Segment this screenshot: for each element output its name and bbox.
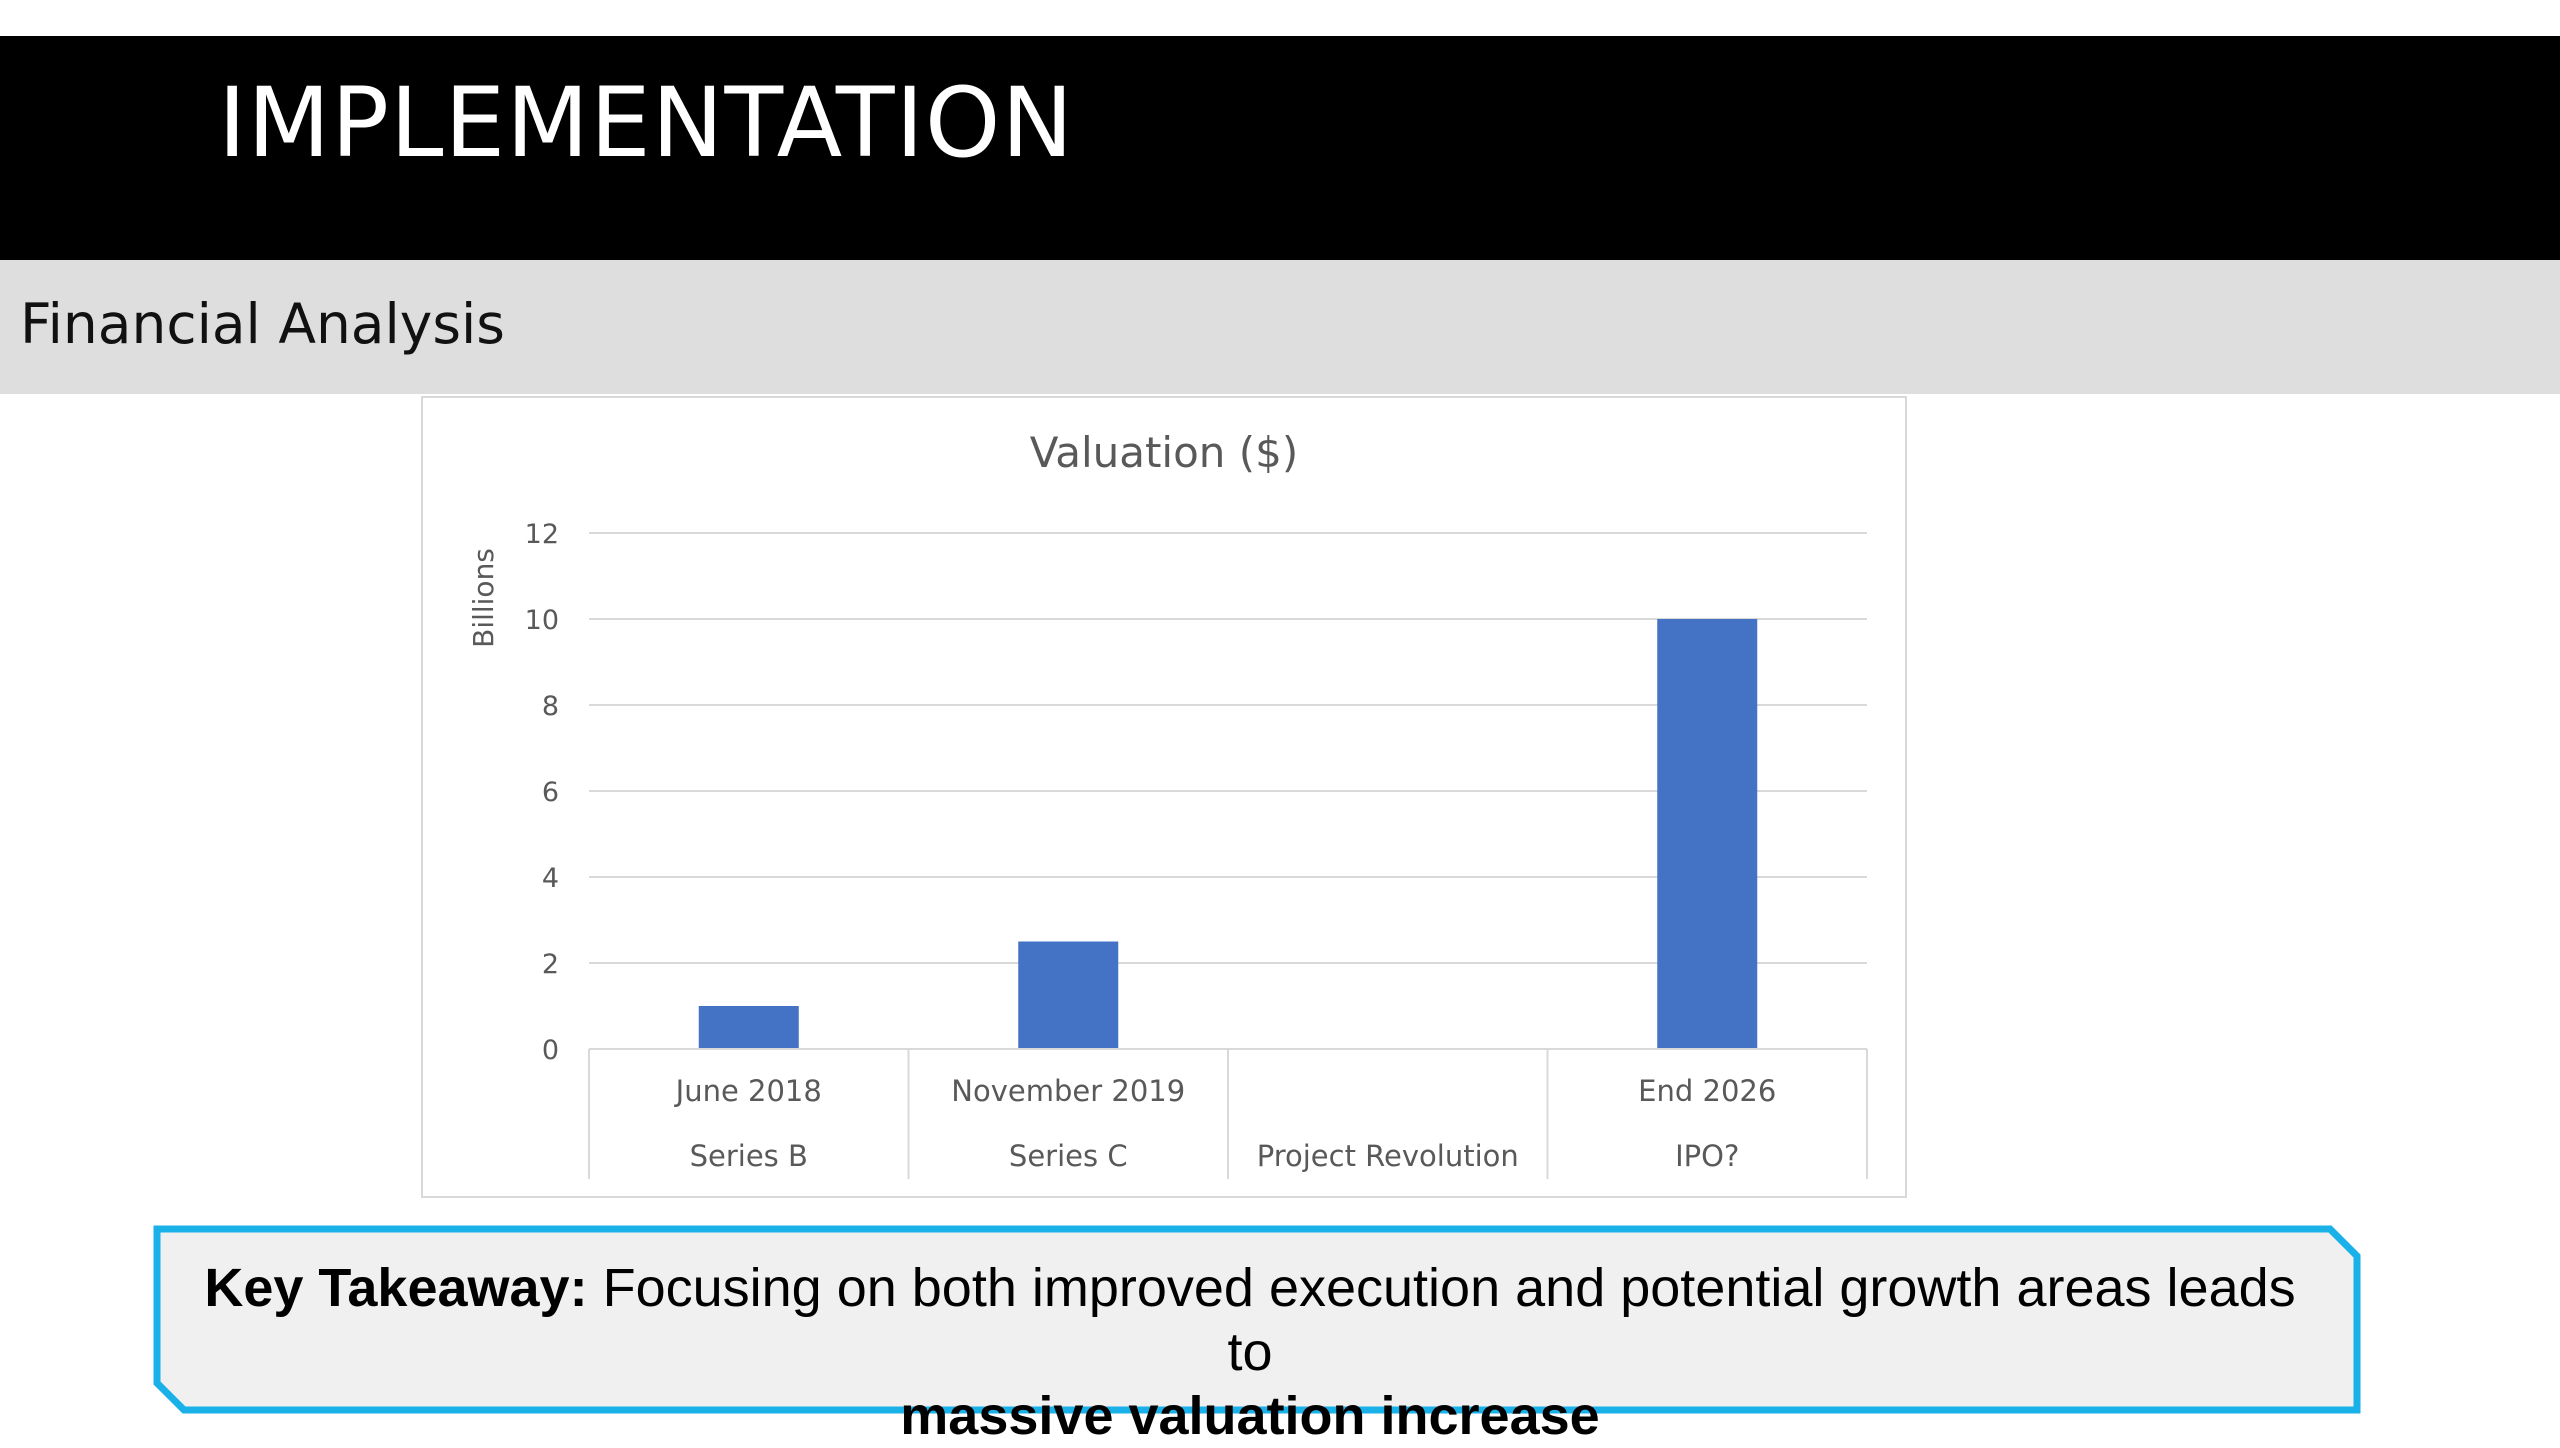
bars xyxy=(698,619,1758,1049)
takeaway-text: Key Takeaway: Focusing on both improved … xyxy=(175,1256,2325,1448)
x-axis: June 2018 Series B November 2019 Series C Pr… xyxy=(588,1048,1868,1179)
title-bar xyxy=(0,36,2560,260)
y-tick-label: 10 xyxy=(525,605,559,636)
y-tick-labels: 0 2 4 6 8 10 12 xyxy=(525,519,559,1066)
x-group-label: IPO? xyxy=(1675,1139,1739,1173)
slide-title: IMPLEMENTATION xyxy=(218,67,1075,179)
chart-title: Valuation ($) xyxy=(1030,428,1299,477)
y-tick-label: 6 xyxy=(542,777,559,808)
slide-subtitle: Financial Analysis xyxy=(20,292,505,356)
x-group-label: Series B xyxy=(690,1139,808,1173)
x-tick-label: November 2019 xyxy=(951,1074,1185,1108)
takeaway-lead: Key Takeaway: xyxy=(204,1258,588,1318)
takeaway-emphasis: massive valuation increase xyxy=(900,1386,1600,1446)
bar xyxy=(1657,619,1758,1049)
x-tick-label: June 2018 xyxy=(674,1074,822,1108)
x-group-label: Project Revolution xyxy=(1257,1139,1519,1173)
y-axis-label: Billions xyxy=(467,548,500,648)
y-tick-label: 8 xyxy=(542,691,559,722)
x-tick-label: End 2026 xyxy=(1638,1074,1776,1108)
takeaway-body: Focusing on both improved execution and … xyxy=(587,1258,2296,1382)
gridlines xyxy=(589,532,1867,964)
y-tick-label: 0 xyxy=(542,1035,559,1066)
y-tick-label: 4 xyxy=(542,863,559,894)
bar xyxy=(1018,941,1119,1049)
bar xyxy=(698,1006,799,1049)
x-group-label: Series C xyxy=(1009,1139,1128,1173)
valuation-chart: Valuation ($) Billions 0 2 4 6 8 10 12 June 20… xyxy=(467,428,1868,1179)
y-tick-label: 2 xyxy=(542,949,559,980)
takeaway-callout-border xyxy=(153,1225,2361,1414)
subtitle-bar xyxy=(0,260,2560,394)
y-tick-label: 12 xyxy=(525,519,559,550)
